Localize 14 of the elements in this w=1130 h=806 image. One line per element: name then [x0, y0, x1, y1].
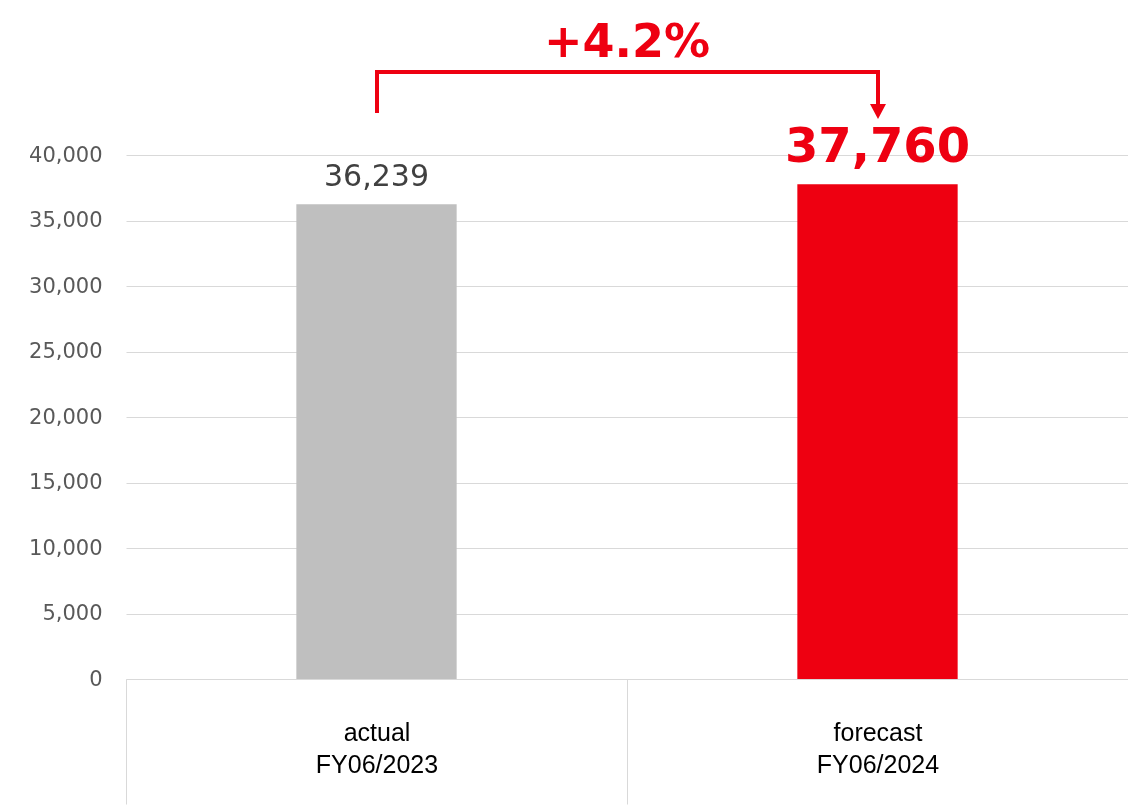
y-tick-label: 20,000 — [29, 404, 103, 429]
data-label: 37,760 — [784, 117, 971, 174]
y-tick-label: 25,000 — [29, 339, 103, 363]
y-tick-label: 5,000 — [42, 601, 103, 625]
y-tick-label: 30,000 — [29, 273, 103, 298]
y-tick-label: 0 — [89, 666, 103, 691]
y-tick-label: 10,000 — [29, 535, 103, 560]
x-tick-label: forecast FY06/2024 — [816, 717, 940, 778]
y-tick-label: 35,000 — [29, 208, 103, 232]
y-tick-label: 40,000 — [29, 142, 103, 167]
data-label: 36,239 — [324, 158, 429, 194]
x-tick-label: actual FY06/2023 — [315, 717, 439, 778]
text: +4.2% — [543, 14, 711, 68]
y-tick-label: 15,000 — [29, 470, 103, 494]
